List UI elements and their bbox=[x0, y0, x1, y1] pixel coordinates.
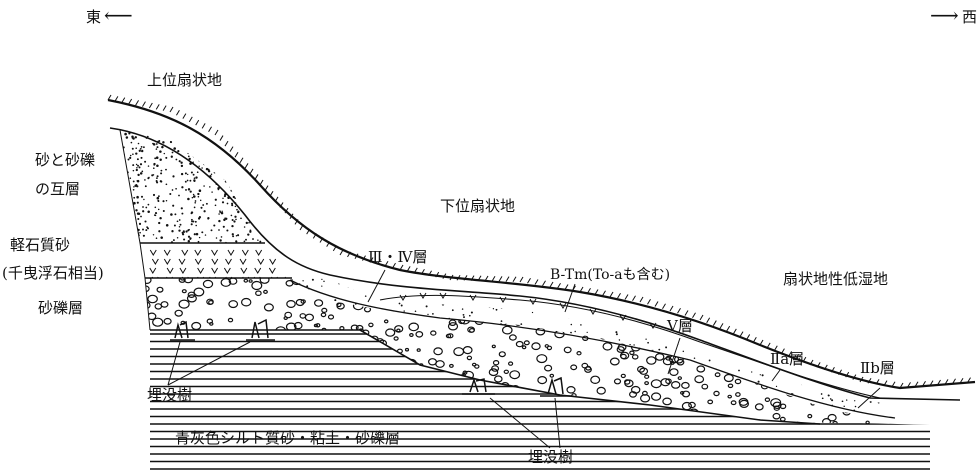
leader-buried-left-2 bbox=[167, 341, 251, 386]
leader-buried-left-1 bbox=[167, 341, 181, 386]
buried-tree-4 bbox=[540, 376, 572, 397]
b-tm-layer-line bbox=[379, 294, 881, 399]
label-layer-2b: Ⅱb層 bbox=[860, 359, 895, 377]
leader-layer-2a bbox=[771, 369, 781, 382]
label-fan-lowland: 扇状地性低湿地 bbox=[783, 270, 889, 288]
leader-layer-2b bbox=[857, 387, 881, 409]
buried-tree-1 bbox=[170, 320, 195, 341]
leader-layer-5 bbox=[667, 337, 681, 375]
west-arrow: ⟶ bbox=[930, 3, 959, 27]
b-tm-v-marks bbox=[399, 292, 657, 329]
left-escarpment bbox=[119, 129, 151, 331]
lower-fan-boundary bbox=[109, 127, 961, 401]
label-pumice-2: (千曳浮石相当) bbox=[2, 264, 104, 282]
buried-tree-2 bbox=[246, 318, 275, 341]
label-upper-fan: 上位扇状地 bbox=[147, 71, 223, 89]
label-gravel-layer: 砂礫層 bbox=[38, 299, 84, 317]
label-pumice-1: 軽石質砂 bbox=[10, 236, 71, 254]
leader-layer-3-4 bbox=[367, 269, 386, 303]
east-label: 東 bbox=[86, 8, 102, 26]
buried-tree-3 bbox=[462, 377, 495, 395]
leader-b-tm bbox=[564, 283, 576, 313]
label-sand-gravel-2: の互層 bbox=[35, 180, 81, 198]
label-buried-trees-left: 埋没樹 bbox=[147, 386, 193, 404]
west-label: 西 bbox=[962, 8, 978, 26]
label-lower-fan: 下位扇状地 bbox=[440, 197, 516, 215]
surface-hachures bbox=[107, 94, 971, 389]
label-layer-2a: Ⅱa層 bbox=[770, 350, 805, 368]
leader-buried-center-2 bbox=[554, 397, 561, 449]
pumice-v-marks bbox=[149, 249, 290, 278]
label-layer-3-4: Ⅲ・Ⅳ層 bbox=[368, 248, 428, 266]
leader-lines bbox=[167, 269, 881, 449]
upper-fan-surface bbox=[107, 98, 976, 390]
gravel-base-boundary bbox=[150, 329, 821, 425]
label-layer-5: Ⅴ層 bbox=[667, 317, 693, 335]
label-b-tm: B-Tm(To-aも含む) bbox=[550, 267, 671, 283]
leader-buried-center-1 bbox=[489, 397, 551, 449]
east-arrow: ⟵ bbox=[104, 3, 133, 27]
fine-sand-dots bbox=[290, 268, 895, 418]
label-buried-trees-center: 埋没樹 bbox=[528, 448, 574, 466]
label-sand-gravel-1: 砂と砂礫 bbox=[35, 151, 96, 169]
sand-gravel-dots bbox=[120, 130, 265, 243]
label-basement: 青灰色シルト質砂・粘土・砂礫層 bbox=[175, 429, 401, 447]
fine-layer-base bbox=[289, 279, 896, 419]
